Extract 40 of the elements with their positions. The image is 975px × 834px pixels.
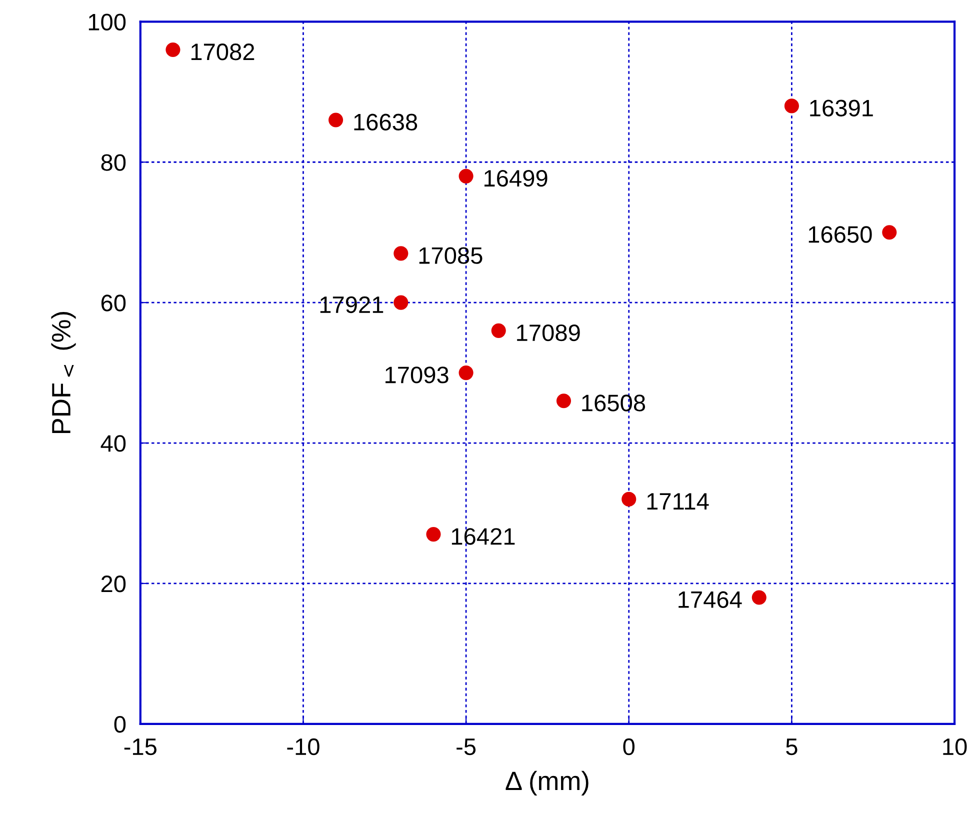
point [394, 295, 408, 310]
point [882, 225, 897, 240]
y-tick-label: 40 [100, 435, 126, 452]
text: 17921 [320, 296, 384, 314]
text: 16638 [354, 114, 418, 130]
x-tick-label: 10 [943, 738, 967, 756]
y-axis-title: PDF$_{<}$ (%) [51, 312, 76, 434]
point [328, 112, 344, 128]
point [491, 323, 506, 338]
x-tick-label: -15 [124, 738, 156, 756]
y-tick-label: 100 [88, 14, 126, 30]
point [784, 98, 799, 114]
text: 16499 [484, 170, 548, 187]
point [166, 42, 180, 58]
y-tick-label: 60 [101, 294, 126, 312]
y-tick-label: 0 [114, 716, 126, 733]
point [556, 394, 572, 408]
text: 17093 [386, 366, 448, 384]
x-tick-label: 5 [786, 738, 798, 756]
y-tick-label: 20 [101, 576, 126, 592]
text: 17082 [191, 44, 254, 60]
point [394, 246, 408, 261]
point [458, 168, 474, 184]
point [458, 366, 474, 380]
y-tick-label: 80 [101, 154, 126, 171]
x-tick-label: -10 [287, 738, 320, 756]
point [622, 492, 636, 506]
text: 17464 [678, 591, 742, 608]
x-tick-label: -5 [456, 738, 476, 756]
text: 17089 [517, 324, 580, 342]
text: 16391 [810, 100, 873, 116]
x-tick-label: 0 [623, 738, 635, 756]
text: 17085 [419, 247, 482, 264]
point [752, 590, 766, 605]
text: 16421 [452, 528, 515, 545]
x-axis-title: Δ (mm) [506, 770, 588, 796]
text: 16508 [582, 394, 646, 412]
text: 17114 [647, 493, 709, 510]
text: 16650 [808, 226, 872, 243]
point [426, 527, 441, 542]
